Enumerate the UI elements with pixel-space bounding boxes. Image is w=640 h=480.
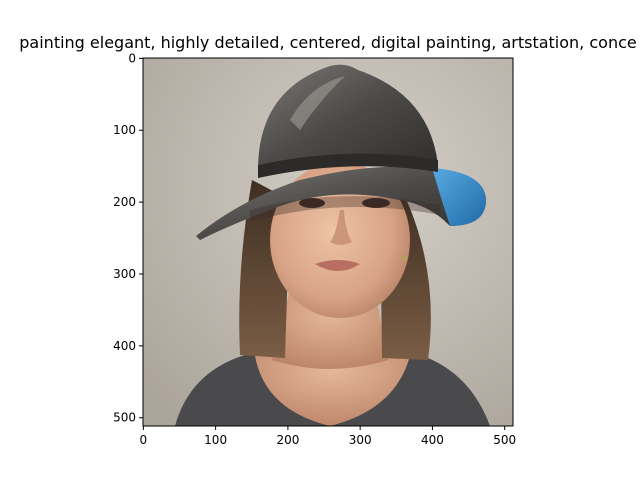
- helmet-band: [258, 153, 438, 178]
- x-tick-label: 400: [421, 433, 444, 447]
- axes-frame: [142, 57, 514, 427]
- y-axis-ticks: 0 100 200 300 400 500: [113, 51, 143, 425]
- lips-shape: [315, 260, 360, 271]
- y-tick-label: 300: [113, 267, 136, 281]
- x-axis-ticks: 0 100 200 300 400 500: [140, 426, 516, 447]
- helmet-brim: [196, 166, 486, 240]
- x-tick-label: 300: [349, 433, 372, 447]
- chest-shape: [255, 345, 410, 426]
- right-eye: [362, 198, 390, 208]
- y-tick-label: 400: [113, 339, 136, 353]
- portrait-image: [143, 58, 513, 426]
- x-tick-label: 500: [493, 433, 516, 447]
- y-tick-label: 200: [113, 195, 136, 209]
- brim-shadow: [250, 196, 440, 222]
- nose-shape: [330, 210, 352, 245]
- x-tick-label: 0: [140, 433, 148, 447]
- earring: [401, 255, 407, 261]
- x-tick-label: 200: [276, 433, 299, 447]
- chart-title: painting elegant, highly detailed, cente…: [19, 33, 637, 52]
- left-eye: [299, 198, 325, 208]
- y-tick-label: 500: [113, 411, 136, 425]
- y-tick-label: 100: [113, 123, 136, 137]
- x-tick-label: 100: [204, 433, 227, 447]
- helmet-highlight: [290, 76, 345, 130]
- y-tick-label: 0: [128, 51, 136, 65]
- helmet-dome: [258, 64, 438, 170]
- helmet-brim-blue: [432, 168, 486, 226]
